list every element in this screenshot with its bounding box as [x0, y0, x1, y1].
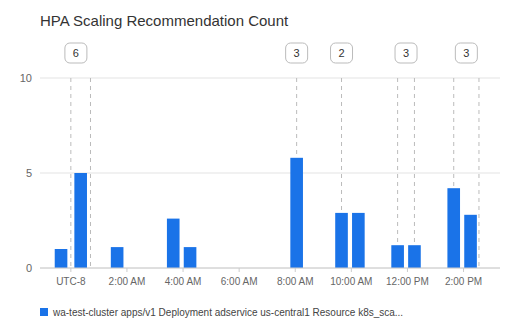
bar: [391, 245, 404, 268]
legend: wa-test-cluster apps/v1 Deployment adser…: [40, 307, 403, 318]
x-tick: [183, 268, 184, 272]
chart: HPA Scaling Recommendation Count 0 5 10 UTC-…: [0, 0, 512, 336]
reference-line: [70, 78, 71, 268]
x-tick-label: 6:00 AM: [221, 276, 258, 287]
grid-line: [40, 268, 500, 269]
badge-label: 6: [73, 47, 79, 59]
reference-line: [414, 78, 415, 268]
legend-swatch: [40, 308, 48, 316]
badge-box: [395, 43, 417, 63]
bar: [290, 158, 303, 268]
reference-line: [397, 78, 398, 268]
bar: [111, 247, 124, 268]
y-tick-label: 10: [20, 72, 32, 84]
x-tick-label: 2:00 AM: [109, 276, 146, 287]
x-tick: [70, 268, 71, 272]
badge-label: 2: [338, 47, 344, 59]
badge-box: [331, 43, 353, 63]
x-tick: [351, 268, 352, 272]
x-tick: [407, 268, 408, 272]
x-tick: [295, 268, 296, 272]
bar: [167, 219, 180, 268]
badge: 3: [286, 43, 308, 63]
plot-area: [55, 78, 479, 268]
badge-box: [286, 43, 308, 63]
bar: [447, 188, 460, 268]
y-tick-label: 5: [26, 167, 32, 179]
grid-line: [40, 78, 500, 79]
badge: 2: [331, 43, 353, 63]
badge-label: 3: [463, 47, 469, 59]
x-tick-label: 12:00 PM: [386, 276, 429, 287]
y-tick-label: 0: [26, 262, 32, 274]
x-tick-label: UTC-8: [56, 276, 86, 287]
x-tick-label: 10:00 AM: [330, 276, 372, 287]
x-tick-label: 4:00 AM: [165, 276, 202, 287]
badge: 3: [455, 43, 477, 63]
badge: 6: [65, 43, 87, 63]
legend-label: wa-test-cluster apps/v1 Deployment adser…: [52, 307, 403, 318]
reference-line: [90, 78, 91, 268]
badge: 3: [395, 43, 417, 63]
title: HPA Scaling Recommendation Count: [40, 12, 289, 29]
bar: [55, 249, 68, 268]
badge-box: [65, 43, 87, 63]
bar: [408, 245, 421, 268]
bar: [464, 215, 477, 268]
x-tick: [239, 268, 240, 272]
reference-line: [478, 78, 479, 268]
bar: [184, 247, 197, 268]
x-tick-label: 2:00 PM: [445, 276, 482, 287]
badge-label: 3: [294, 47, 300, 59]
x-tick-label: 8:00 AM: [277, 276, 314, 287]
badge-box: [455, 43, 477, 63]
grid-line: [40, 173, 500, 174]
x-tick: [126, 268, 127, 272]
bar: [335, 213, 348, 268]
bar: [74, 173, 87, 268]
badge-label: 3: [403, 47, 409, 59]
bar: [352, 213, 365, 268]
x-tick: [463, 268, 464, 272]
x-axis: [40, 268, 500, 269]
